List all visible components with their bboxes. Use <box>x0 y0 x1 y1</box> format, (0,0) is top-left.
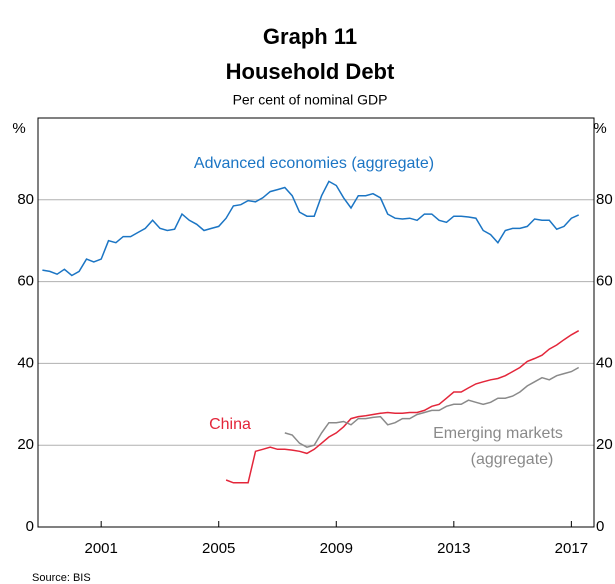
series-label: China <box>209 416 251 433</box>
x-tick-label: 2005 <box>202 540 235 557</box>
chart-subtitle: Household Debt <box>226 59 395 84</box>
y-unit-left: % <box>12 120 25 137</box>
y-tick-label: 60 <box>17 273 34 290</box>
y-unit-right: % <box>593 120 606 137</box>
y-tick-label: 40 <box>17 354 34 371</box>
y-tick-label-right: 60 <box>596 273 613 290</box>
y-tick-label-right: 40 <box>596 354 613 371</box>
plot-frame <box>37 117 595 528</box>
y-tick-label: 20 <box>17 436 34 453</box>
series-label: Emerging markets <box>433 425 563 442</box>
chart-title: Graph 11 <box>263 24 357 49</box>
series-label: (aggregate) <box>471 451 554 468</box>
line-series <box>42 180 580 277</box>
x-tick-label: 2009 <box>320 540 353 557</box>
x-tick-label: 2017 <box>555 540 588 557</box>
y-tick-label-right: 80 <box>596 191 613 208</box>
y-tick-label: 80 <box>17 191 34 208</box>
line-series <box>225 330 580 484</box>
x-tick-label: 2013 <box>437 540 470 557</box>
source: Source: BIS <box>32 572 91 584</box>
y-tick-label-right: 0 <box>596 518 604 535</box>
series-label: Advanced economies (aggregate) <box>194 155 434 172</box>
y-tick-label: 0 <box>26 518 34 535</box>
y-tick-label-right: 20 <box>596 436 613 453</box>
line-series <box>284 366 580 449</box>
chart-note: Per cent of nominal GDP <box>233 92 388 108</box>
x-tick-label: 2001 <box>84 540 117 557</box>
